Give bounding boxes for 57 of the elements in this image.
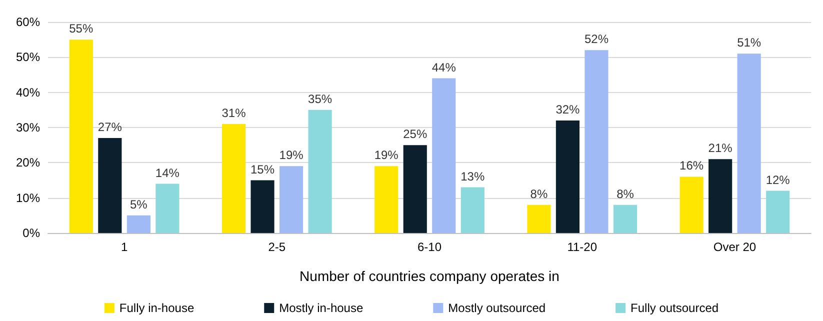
y-tick-label: 60% (16, 15, 40, 29)
bar (556, 120, 580, 233)
bar (613, 204, 638, 233)
bar (680, 176, 704, 233)
data-label: 44% (432, 60, 456, 74)
data-label: 31% (222, 106, 246, 120)
data-label: 55% (69, 22, 94, 36)
data-label: 25% (403, 127, 428, 142)
y-tick-label: 10% (16, 190, 40, 205)
bar (432, 78, 456, 233)
bar (737, 54, 761, 233)
bar (460, 187, 484, 233)
data-label: 32% (556, 102, 580, 116)
bar (584, 50, 608, 233)
legend-label: Mostly in-house (279, 301, 364, 315)
legend-label: Fully outsourced (630, 301, 719, 315)
bar (527, 204, 551, 233)
y-tick-label: 20% (16, 156, 40, 170)
bar (250, 180, 274, 233)
y-tick-label: 30% (16, 120, 40, 134)
data-label: 19% (279, 148, 304, 162)
x-tick-label: 11-20 (567, 240, 598, 254)
data-label: 12% (766, 172, 790, 187)
data-label: 35% (308, 92, 332, 106)
bar (156, 184, 180, 233)
y-tick-label: 0% (22, 226, 40, 240)
data-label: 27% (98, 120, 122, 134)
y-tick-label: 40% (16, 85, 40, 100)
bar (69, 40, 93, 233)
data-label: 14% (155, 166, 180, 180)
data-label: 19% (374, 148, 399, 162)
legend-label: Fully in-house (119, 301, 194, 315)
data-label: 5% (130, 197, 148, 212)
bar (374, 166, 398, 233)
bar (279, 166, 304, 233)
legend-label: Mostly outsourced (448, 301, 546, 315)
x-tick-label: 1 (120, 240, 128, 254)
bar (98, 138, 122, 233)
data-label: 21% (708, 141, 733, 156)
data-label: 52% (584, 32, 609, 46)
x-axis-title: Number of countries company operates in (300, 268, 560, 284)
bar (708, 159, 732, 233)
data-label: 51% (737, 36, 762, 50)
x-tick-label: Over 20 (713, 240, 756, 254)
data-label: 8% (616, 186, 634, 201)
data-label: 8% (530, 186, 548, 201)
data-label: 15% (250, 162, 275, 176)
bar (308, 110, 332, 233)
x-tick-label: 6-10 (417, 240, 442, 254)
data-label: 13% (460, 169, 485, 184)
bar (766, 190, 790, 233)
bar (403, 145, 427, 233)
bar (222, 124, 246, 233)
data-label: 16% (680, 158, 704, 173)
x-tick-label: 2-5 (268, 240, 286, 254)
bar (126, 215, 150, 233)
y-tick-label: 50% (16, 50, 40, 64)
